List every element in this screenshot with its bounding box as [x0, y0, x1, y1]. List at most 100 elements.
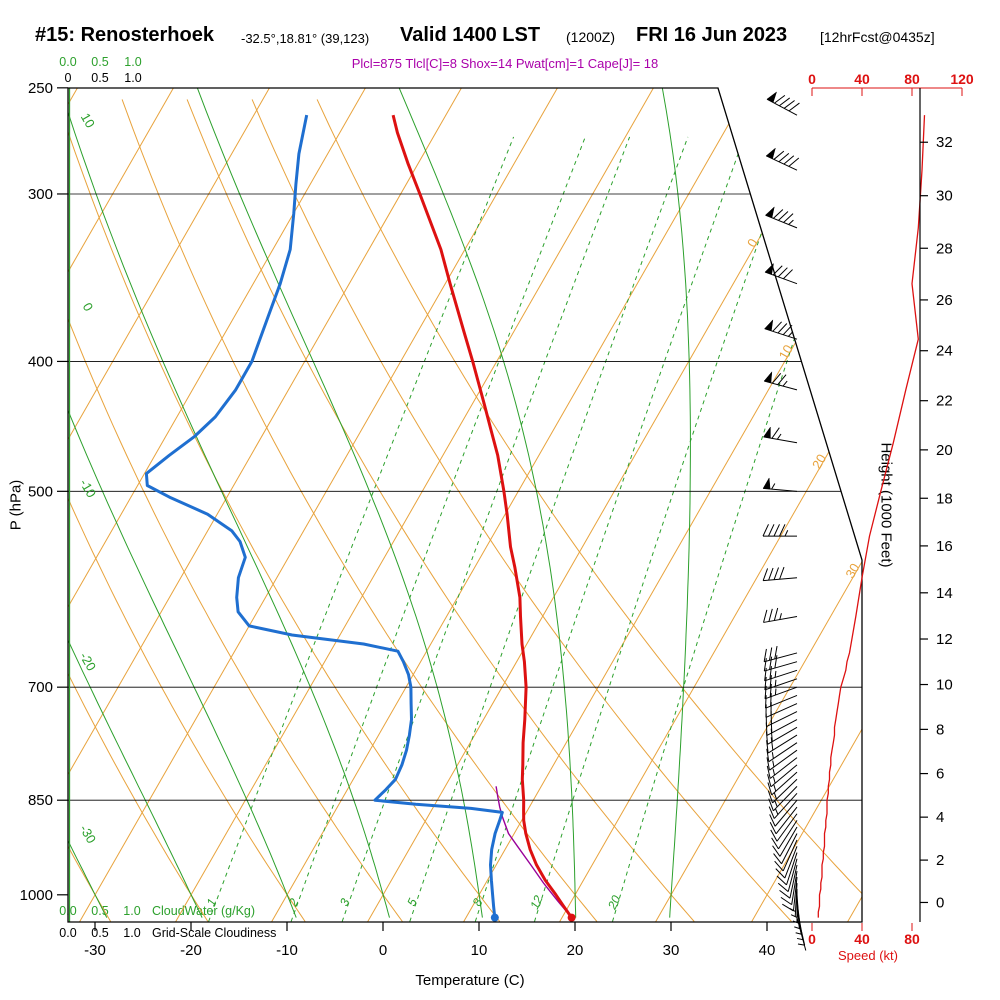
wind-barb [766, 749, 798, 771]
cloudwater-scale-1: 0.5 [91, 55, 109, 69]
svg-text:400: 400 [28, 353, 53, 370]
surface-dewpoint-dot [490, 913, 499, 922]
svg-text:-20: -20 [77, 650, 99, 674]
wind-barb [777, 858, 798, 893]
wind-barb [771, 820, 798, 850]
wind-barb [763, 645, 798, 663]
svg-text:40: 40 [854, 71, 870, 87]
svg-text:10: 10 [936, 677, 953, 694]
cloudiness-scale-1: 0.5 [91, 71, 109, 85]
cloudiness-scale-0: 0 [64, 71, 72, 85]
wind-barb [766, 757, 798, 779]
cloudwater-bscale-2: 1.0 [123, 904, 141, 918]
svg-text:2: 2 [936, 852, 944, 869]
svg-text:-30: -30 [77, 822, 99, 846]
svg-text:24: 24 [936, 343, 953, 360]
wind-barb [762, 566, 798, 582]
svg-text:20: 20 [936, 442, 953, 459]
dewpoint-curve [144, 114, 504, 918]
wind-barb [765, 147, 800, 171]
svg-text:-10: -10 [77, 476, 99, 500]
cloudiness-bscale-0: 0.0 [59, 926, 77, 940]
temperature-curve [391, 114, 573, 919]
wind-barb [764, 319, 798, 340]
cloudwater-bscale-1: 0.5 [91, 904, 109, 918]
svg-text:0: 0 [379, 942, 387, 959]
svg-text:30: 30 [663, 942, 680, 959]
parcel-curve [495, 786, 573, 919]
wind-barb [762, 477, 798, 492]
svg-text:0: 0 [744, 236, 761, 250]
svg-text:16: 16 [936, 538, 953, 555]
speed-axis-label: Speed (kt) [838, 948, 898, 963]
svg-text:700: 700 [28, 679, 53, 696]
valid-date: FRI 16 Jun 2023 [636, 24, 788, 46]
svg-text:20: 20 [809, 451, 829, 471]
wind-barb [763, 371, 798, 391]
wind-barb [763, 655, 798, 672]
wind-barb [780, 870, 798, 906]
wind-barb [775, 846, 798, 879]
wind-barb [764, 683, 798, 700]
wind-barb [767, 778, 798, 804]
wind-barb [768, 785, 798, 812]
wind-barb [782, 877, 798, 912]
svg-text:22: 22 [936, 393, 953, 410]
wind-barb [779, 864, 798, 899]
svg-text:14: 14 [936, 585, 953, 602]
wind-barb [763, 607, 798, 623]
wind-barb [764, 262, 798, 285]
svg-text:-20: -20 [180, 942, 202, 959]
svg-text:10: 10 [78, 110, 98, 130]
svg-text:32: 32 [936, 134, 953, 151]
svg-text:850: 850 [28, 792, 53, 809]
wind-barb [790, 888, 798, 923]
svg-text:26: 26 [936, 292, 953, 309]
wind-barb [773, 833, 798, 865]
wind-barb [766, 734, 798, 754]
cloudiness-scale-2: 1.0 [124, 71, 142, 85]
svg-text:10: 10 [471, 942, 488, 959]
wind-barb [763, 426, 798, 444]
cloudwater-label: CloudWater (g/Kg) [152, 904, 256, 918]
wind-barb [768, 792, 798, 819]
svg-text:120: 120 [950, 71, 974, 87]
svg-text:18: 18 [936, 490, 953, 507]
wind-barb [765, 206, 798, 229]
skewt-background [68, 88, 862, 922]
svg-text:0: 0 [808, 71, 816, 87]
svg-text:20: 20 [567, 942, 584, 959]
wind-barb [764, 693, 798, 709]
wind-barb [769, 806, 798, 835]
wind-barb [766, 742, 798, 763]
wind-barb [772, 826, 798, 857]
svg-text:40: 40 [759, 942, 776, 959]
stability-indices: Plcl=875 Tlcl[C]=8 Shox=14 Pwat[cm]=1 Ca… [351, 56, 659, 71]
wind-barb [776, 852, 798, 886]
forecast-tag: [12hrFcst@0435z] [820, 29, 935, 45]
valid-zulu: (1200Z) [566, 29, 616, 45]
svg-text:300: 300 [28, 186, 53, 203]
station-title: #15: Renosterhoek [35, 24, 214, 46]
wind-barbs [762, 91, 807, 951]
svg-text:1: 1 [204, 896, 220, 908]
cloudwater-scale-0: 0.0 [59, 55, 77, 69]
temperature-axis-label: Temperature (C) [415, 972, 525, 989]
cloudiness-label: Grid-Scale Cloudiness [152, 926, 277, 940]
wind-barb [767, 771, 798, 796]
svg-text:10: 10 [776, 342, 796, 362]
wind-barb [770, 813, 798, 842]
wind-barb [762, 524, 797, 537]
svg-text:12: 12 [936, 631, 953, 648]
cloudiness-bscale-1: 0.5 [91, 926, 109, 940]
svg-text:250: 250 [28, 80, 53, 97]
svg-text:-30: -30 [84, 942, 106, 959]
svg-text:80: 80 [904, 71, 920, 87]
cloudwater-scale-2: 1.0 [124, 55, 142, 69]
svg-text:8: 8 [936, 721, 944, 738]
svg-text:20: 20 [605, 893, 624, 912]
valid-time: Valid 1400 LST [400, 24, 541, 46]
svg-text:500: 500 [28, 483, 53, 500]
svg-text:30: 30 [936, 188, 953, 205]
